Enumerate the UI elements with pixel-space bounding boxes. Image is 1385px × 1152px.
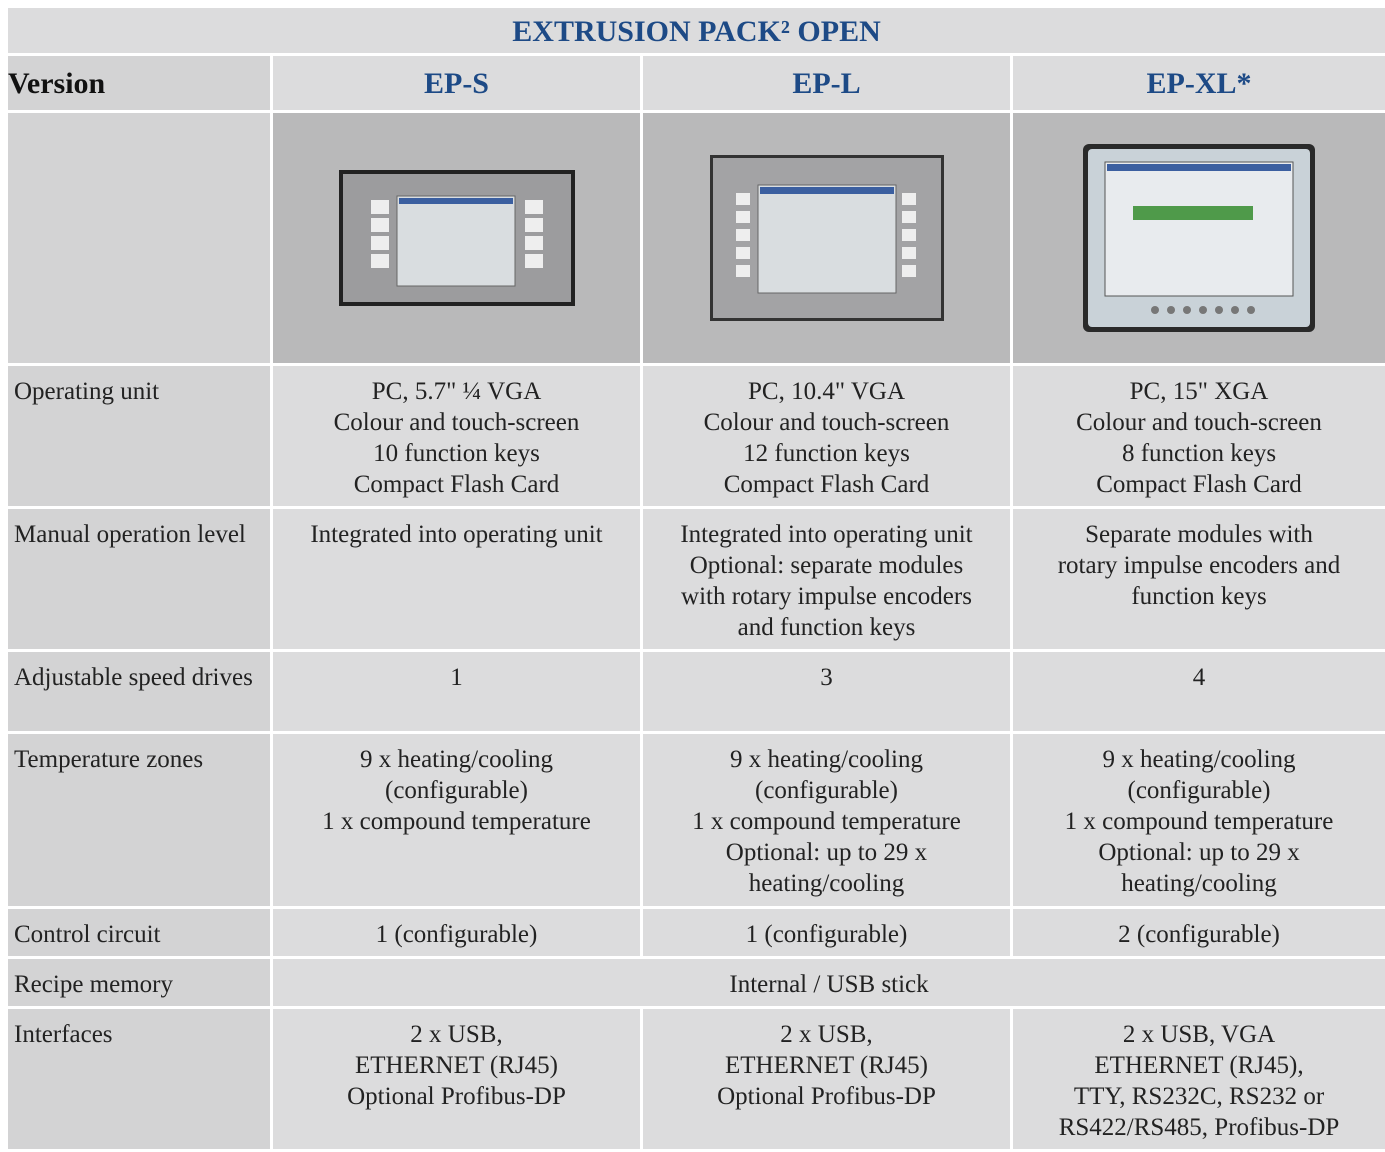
title-row: EXTRUSION PACK² OPEN xyxy=(8,8,1385,53)
empty-cell xyxy=(8,113,270,363)
header-row: Version EP-S EP-L EP-XL* xyxy=(8,56,1385,110)
cell: 9 x heating/cooling (configurable) 1 x c… xyxy=(1013,734,1385,906)
row-label: Control circuit xyxy=(8,909,270,956)
cell: 9 x heating/cooling (configurable) 1 x c… xyxy=(643,734,1010,906)
row: Operating unit PC, 5.7" ¼ VGA Colour and… xyxy=(8,366,1385,506)
cell: 1 (configurable) xyxy=(273,909,640,956)
header-cell: EP-S xyxy=(273,56,640,110)
cell: 4 xyxy=(1013,652,1385,731)
row-label: Adjustable speed drives xyxy=(8,652,270,731)
row: Interfaces 2 x USB, ETHERNET (RJ45) Opti… xyxy=(8,1009,1385,1149)
row-label: Interfaces xyxy=(8,1009,270,1149)
device-image xyxy=(1083,144,1316,332)
cell: PC, 15" XGA Colour and touch-screen 8 fu… xyxy=(1013,366,1385,506)
image-row xyxy=(8,113,1385,363)
row: Manual operation level Integrated into o… xyxy=(8,509,1385,649)
header-cell: EP-L xyxy=(643,56,1010,110)
cell: 3 xyxy=(643,652,1010,731)
row-label: Temperature zones xyxy=(8,734,270,906)
cell: 2 x USB, VGA ETHERNET (RJ45), TTY, RS232… xyxy=(1013,1009,1385,1149)
cell: Integrated into operating unit Optional:… xyxy=(643,509,1010,649)
cell: 2 x USB, ETHERNET (RJ45) Optional Profib… xyxy=(643,1009,1010,1149)
spec-table: EXTRUSION PACK² OPEN Version EP-S EP-L E… xyxy=(5,5,1385,1152)
header-cell: Version xyxy=(8,56,270,110)
page: {"table": { "title": "EXTRUSION PACK² OP… xyxy=(8,8,1385,1149)
cell: Internal / USB stick xyxy=(273,959,1385,1006)
image-cell xyxy=(1013,113,1385,363)
cell: PC, 10.4" VGA Colour and touch-screen 12… xyxy=(643,366,1010,506)
row: Control circuit 1 (configurable) 1 (conf… xyxy=(8,909,1385,956)
cell: 1 (configurable) xyxy=(643,909,1010,956)
header-cell: EP-XL* xyxy=(1013,56,1385,110)
row-label: Recipe memory xyxy=(8,959,270,1006)
cell: Integrated into operating unit xyxy=(273,509,640,649)
device-image xyxy=(338,170,575,306)
cell: 2 x USB, ETHERNET (RJ45) Optional Profib… xyxy=(273,1009,640,1149)
row: Adjustable speed drives 1 3 4 xyxy=(8,652,1385,731)
device-image xyxy=(709,155,944,321)
row: Recipe memory Internal / USB stick xyxy=(8,959,1385,1006)
row: Temperature zones 9 x heating/cooling (c… xyxy=(8,734,1385,906)
row-label: Operating unit xyxy=(8,366,270,506)
image-cell xyxy=(643,113,1010,363)
image-cell xyxy=(273,113,640,363)
cell: 2 (configurable) xyxy=(1013,909,1385,956)
cell: 9 x heating/cooling (configurable) 1 x c… xyxy=(273,734,640,906)
row-label: Manual operation level xyxy=(8,509,270,649)
cell: PC, 5.7" ¼ VGA Colour and touch-screen 1… xyxy=(273,366,640,506)
cell: 1 xyxy=(273,652,640,731)
cell: Separate modules with rotary impulse enc… xyxy=(1013,509,1385,649)
table-title: EXTRUSION PACK² OPEN xyxy=(8,8,1385,53)
